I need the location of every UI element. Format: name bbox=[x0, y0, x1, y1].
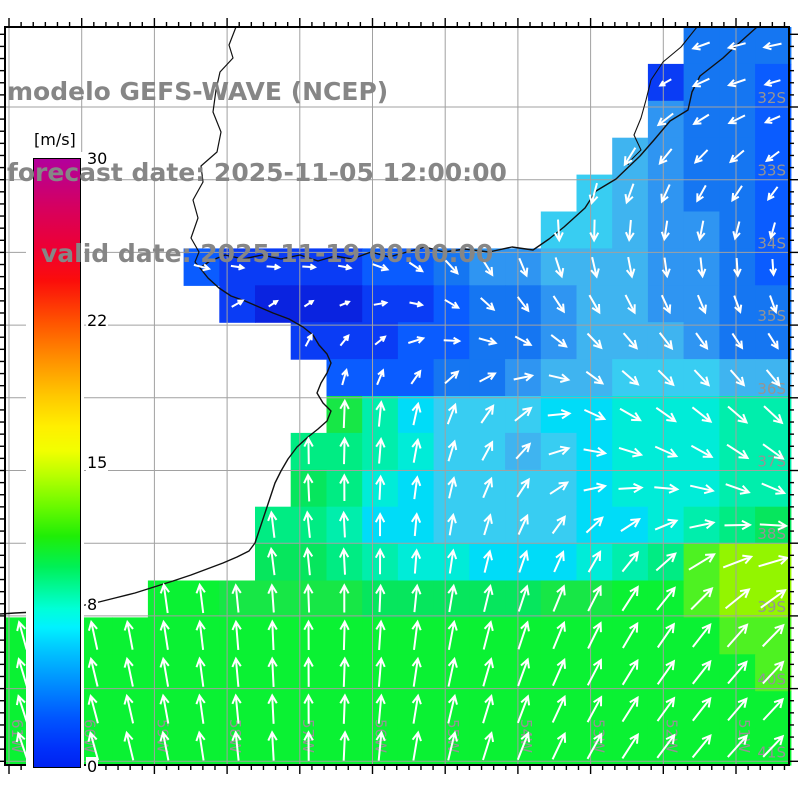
lat-label: 34S bbox=[757, 234, 786, 252]
wind-arrows bbox=[15, 41, 790, 761]
coastline bbox=[0, 26, 758, 615]
valid-date: valid date: 2025-11-19 00:00:00 bbox=[41, 239, 494, 268]
lat-label: 35S bbox=[757, 307, 786, 325]
plot-title: modelo GEFS-WAVE (NCEP) forecast date: 2… bbox=[7, 24, 507, 321]
forecast-date: forecast date: 2025-11-05 12:00:00 bbox=[7, 158, 507, 187]
lat-label: 41S bbox=[757, 743, 786, 761]
lat-label: 32S bbox=[757, 89, 786, 107]
graticule bbox=[5, 27, 789, 765]
model-name: modelo GEFS-WAVE (NCEP) bbox=[7, 77, 389, 106]
lat-label: 33S bbox=[757, 162, 786, 180]
lat-label: 40S bbox=[757, 671, 786, 689]
plot-border bbox=[0, 18, 798, 774]
lat-label: 39S bbox=[757, 598, 786, 616]
